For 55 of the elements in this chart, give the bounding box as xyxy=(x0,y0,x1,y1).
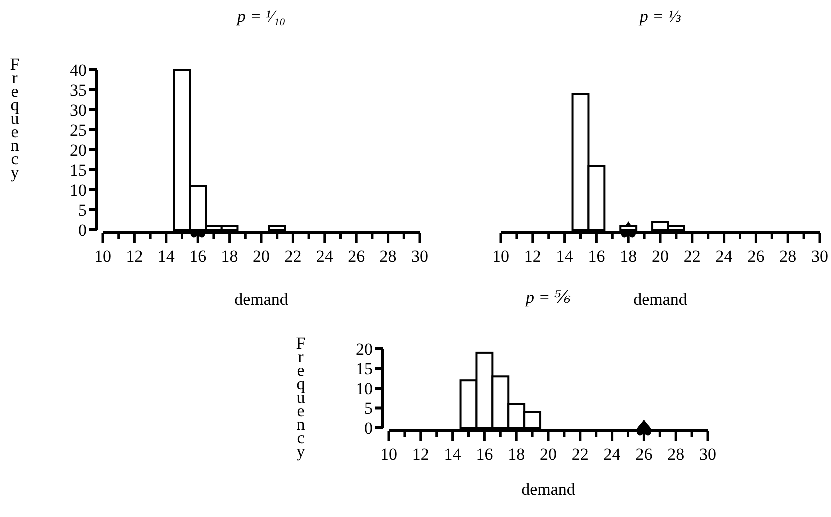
x-tick-label: 16 xyxy=(476,445,494,464)
x-tick-label: 24 xyxy=(716,247,734,266)
x-tick-label: 26 xyxy=(748,247,765,266)
x-tick-label: 18 xyxy=(508,445,526,464)
y-tick-label: 15 xyxy=(356,360,373,379)
x-axis-title: demand xyxy=(634,290,688,309)
y-tick-label: 0 xyxy=(78,220,87,240)
y-tick-label: 30 xyxy=(70,100,87,120)
x-tick-label: 28 xyxy=(780,247,797,266)
chart-title: p = ⅚ xyxy=(525,288,572,307)
x-tick-label: 10 xyxy=(94,247,112,266)
x-tick-label: 14 xyxy=(444,445,462,464)
x-tick-label: 30 xyxy=(700,445,716,464)
x-tick-label: 20 xyxy=(540,445,557,464)
y-tick-label: 15 xyxy=(70,160,87,180)
x-tick-label: 12 xyxy=(524,247,542,266)
chart-title: p = ⅓ xyxy=(638,7,682,26)
x-tick-label: 16 xyxy=(190,247,207,266)
x-tick-label: 26 xyxy=(348,247,366,266)
x-tick-label: 10 xyxy=(380,445,398,464)
x-tick-label: 12 xyxy=(126,247,144,266)
x-tick-label: 24 xyxy=(604,445,622,464)
x-tick-label: 14 xyxy=(556,247,574,266)
y-tick-label: 40 xyxy=(70,60,87,80)
x-tick-label: 30 xyxy=(812,247,828,266)
x-tick-label: 16 xyxy=(588,247,606,266)
y-tick-label: 35 xyxy=(70,80,87,100)
x-tick-label: 18 xyxy=(620,247,638,266)
x-tick-label: 22 xyxy=(572,445,589,464)
y-tick-label: 25 xyxy=(70,120,87,140)
x-axis-title: demand xyxy=(522,480,576,499)
text: Frequency xyxy=(296,334,306,461)
x-tick-label: 28 xyxy=(668,445,685,464)
x-tick-label: 22 xyxy=(284,247,302,266)
y-tick-label: 0 xyxy=(364,418,373,438)
chart-title: p = ¹⁄₁₀ xyxy=(236,7,286,26)
x-tick-label: 22 xyxy=(684,247,701,266)
x-tick-label: 26 xyxy=(636,445,653,464)
x-tick-label: 20 xyxy=(253,247,270,266)
y-tick-label: 10 xyxy=(70,180,87,200)
y-tick-label: 20 xyxy=(70,140,87,160)
x-tick-label: 20 xyxy=(652,247,669,266)
y-tick-label: 10 xyxy=(356,379,373,398)
x-tick-label: 12 xyxy=(412,445,430,464)
y-tick-label: 20 xyxy=(356,340,373,359)
x-tick-label: 10 xyxy=(492,247,510,266)
y-tick-label: 5 xyxy=(78,200,87,220)
x-tick-label: 24 xyxy=(316,247,334,266)
x-tick-label: 30 xyxy=(412,247,428,266)
text: Frequency xyxy=(10,55,20,182)
x-axis-title: demand xyxy=(234,290,289,309)
x-tick-label: 18 xyxy=(221,247,238,266)
x-tick-label: 28 xyxy=(380,247,397,266)
y-tick-label: 5 xyxy=(364,399,373,418)
x-tick-label: 14 xyxy=(158,247,176,266)
